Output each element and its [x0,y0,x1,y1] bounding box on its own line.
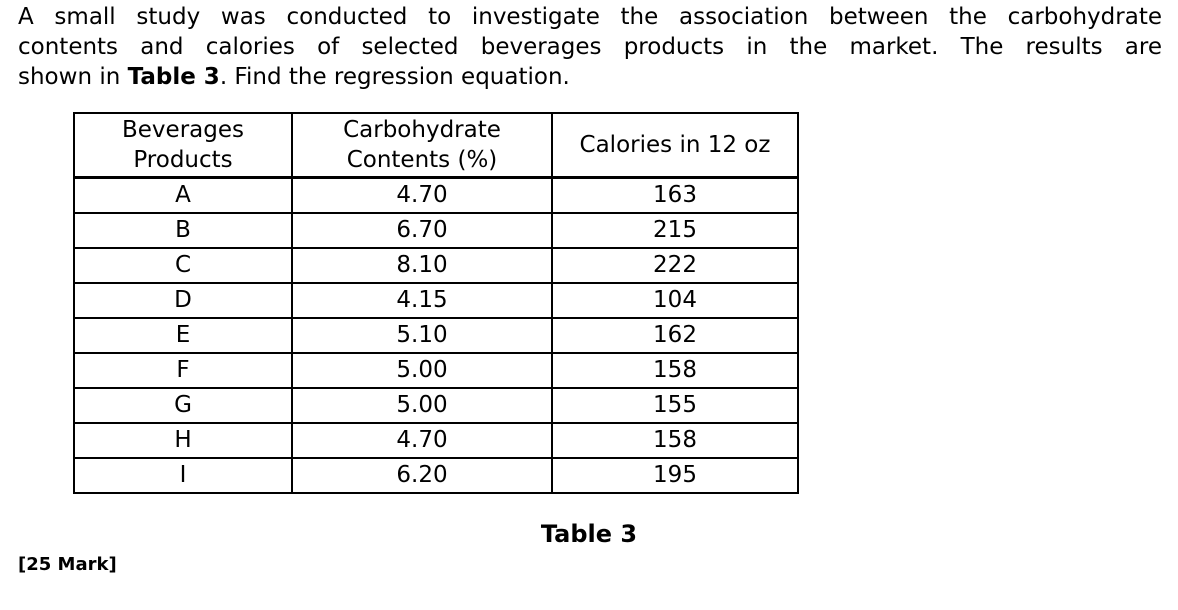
paragraph-line-2: contents and calories of selected bevera… [18,34,1162,60]
table-reference: Table 3 [127,64,220,90]
cell-product: H [73,421,293,459]
cell-calories: 163 [551,176,799,214]
cell-calories: 158 [551,421,799,459]
marks-label: [25 Mark] [18,553,117,575]
table-row: A 4.70 163 [73,176,799,214]
cell-product: D [73,281,293,319]
cell-carbohydrate: 5.00 [291,351,553,389]
cell-calories: 155 [551,386,799,424]
cell-calories: 162 [551,316,799,354]
cell-calories: 195 [551,456,799,494]
cell-calories: 158 [551,351,799,389]
cell-product: I [73,456,293,494]
table-row: D 4.15 104 [73,281,799,319]
cell-carbohydrate: 8.10 [291,246,553,284]
table-row: I 6.20 195 [73,456,799,494]
cell-carbohydrate: 5.10 [291,316,553,354]
paragraph-line-3: shown in Table 3. Find the regression eq… [18,62,1162,92]
paragraph-line-3-prefix: shown in [18,64,128,90]
cell-product: F [73,351,293,389]
paragraph-line-3-suffix: . Find the regression equation. [219,64,570,90]
cell-calories: 104 [551,281,799,319]
table-row: C 8.10 222 [73,246,799,284]
cell-carbohydrate: 5.00 [291,386,553,424]
cell-product: B [73,211,293,249]
table-header-row: Beverages Products Carbohydrate Contents… [73,112,799,179]
cell-calories: 222 [551,246,799,284]
table-caption: Table 3 [540,519,638,548]
cell-calories: 215 [551,211,799,249]
table-row: F 5.00 158 [73,351,799,389]
question-paragraph: A small study was conducted to investiga… [0,0,1178,92]
cell-carbohydrate: 4.15 [291,281,553,319]
cell-carbohydrate: 6.70 [291,211,553,249]
cell-carbohydrate: 6.20 [291,456,553,494]
table-row: G 5.00 155 [73,386,799,424]
table-row: E 5.10 162 [73,316,799,354]
col-header-beverages-products: Beverages Products [73,112,293,179]
table-row: H 4.70 158 [73,421,799,459]
beverages-table: Beverages Products Carbohydrate Contents… [73,112,799,494]
cell-carbohydrate: 4.70 [291,421,553,459]
cell-carbohydrate: 4.70 [291,176,553,214]
paragraph-line-1: A small study was conducted to investiga… [18,4,1162,30]
cell-product: G [73,386,293,424]
table-row: B 6.70 215 [73,211,799,249]
cell-product: E [73,316,293,354]
cell-product: A [73,176,293,214]
col-header-carbohydrate-contents: Carbohydrate Contents (%) [291,112,553,179]
col-header-calories: Calories in 12 oz [551,112,799,179]
cell-product: C [73,246,293,284]
